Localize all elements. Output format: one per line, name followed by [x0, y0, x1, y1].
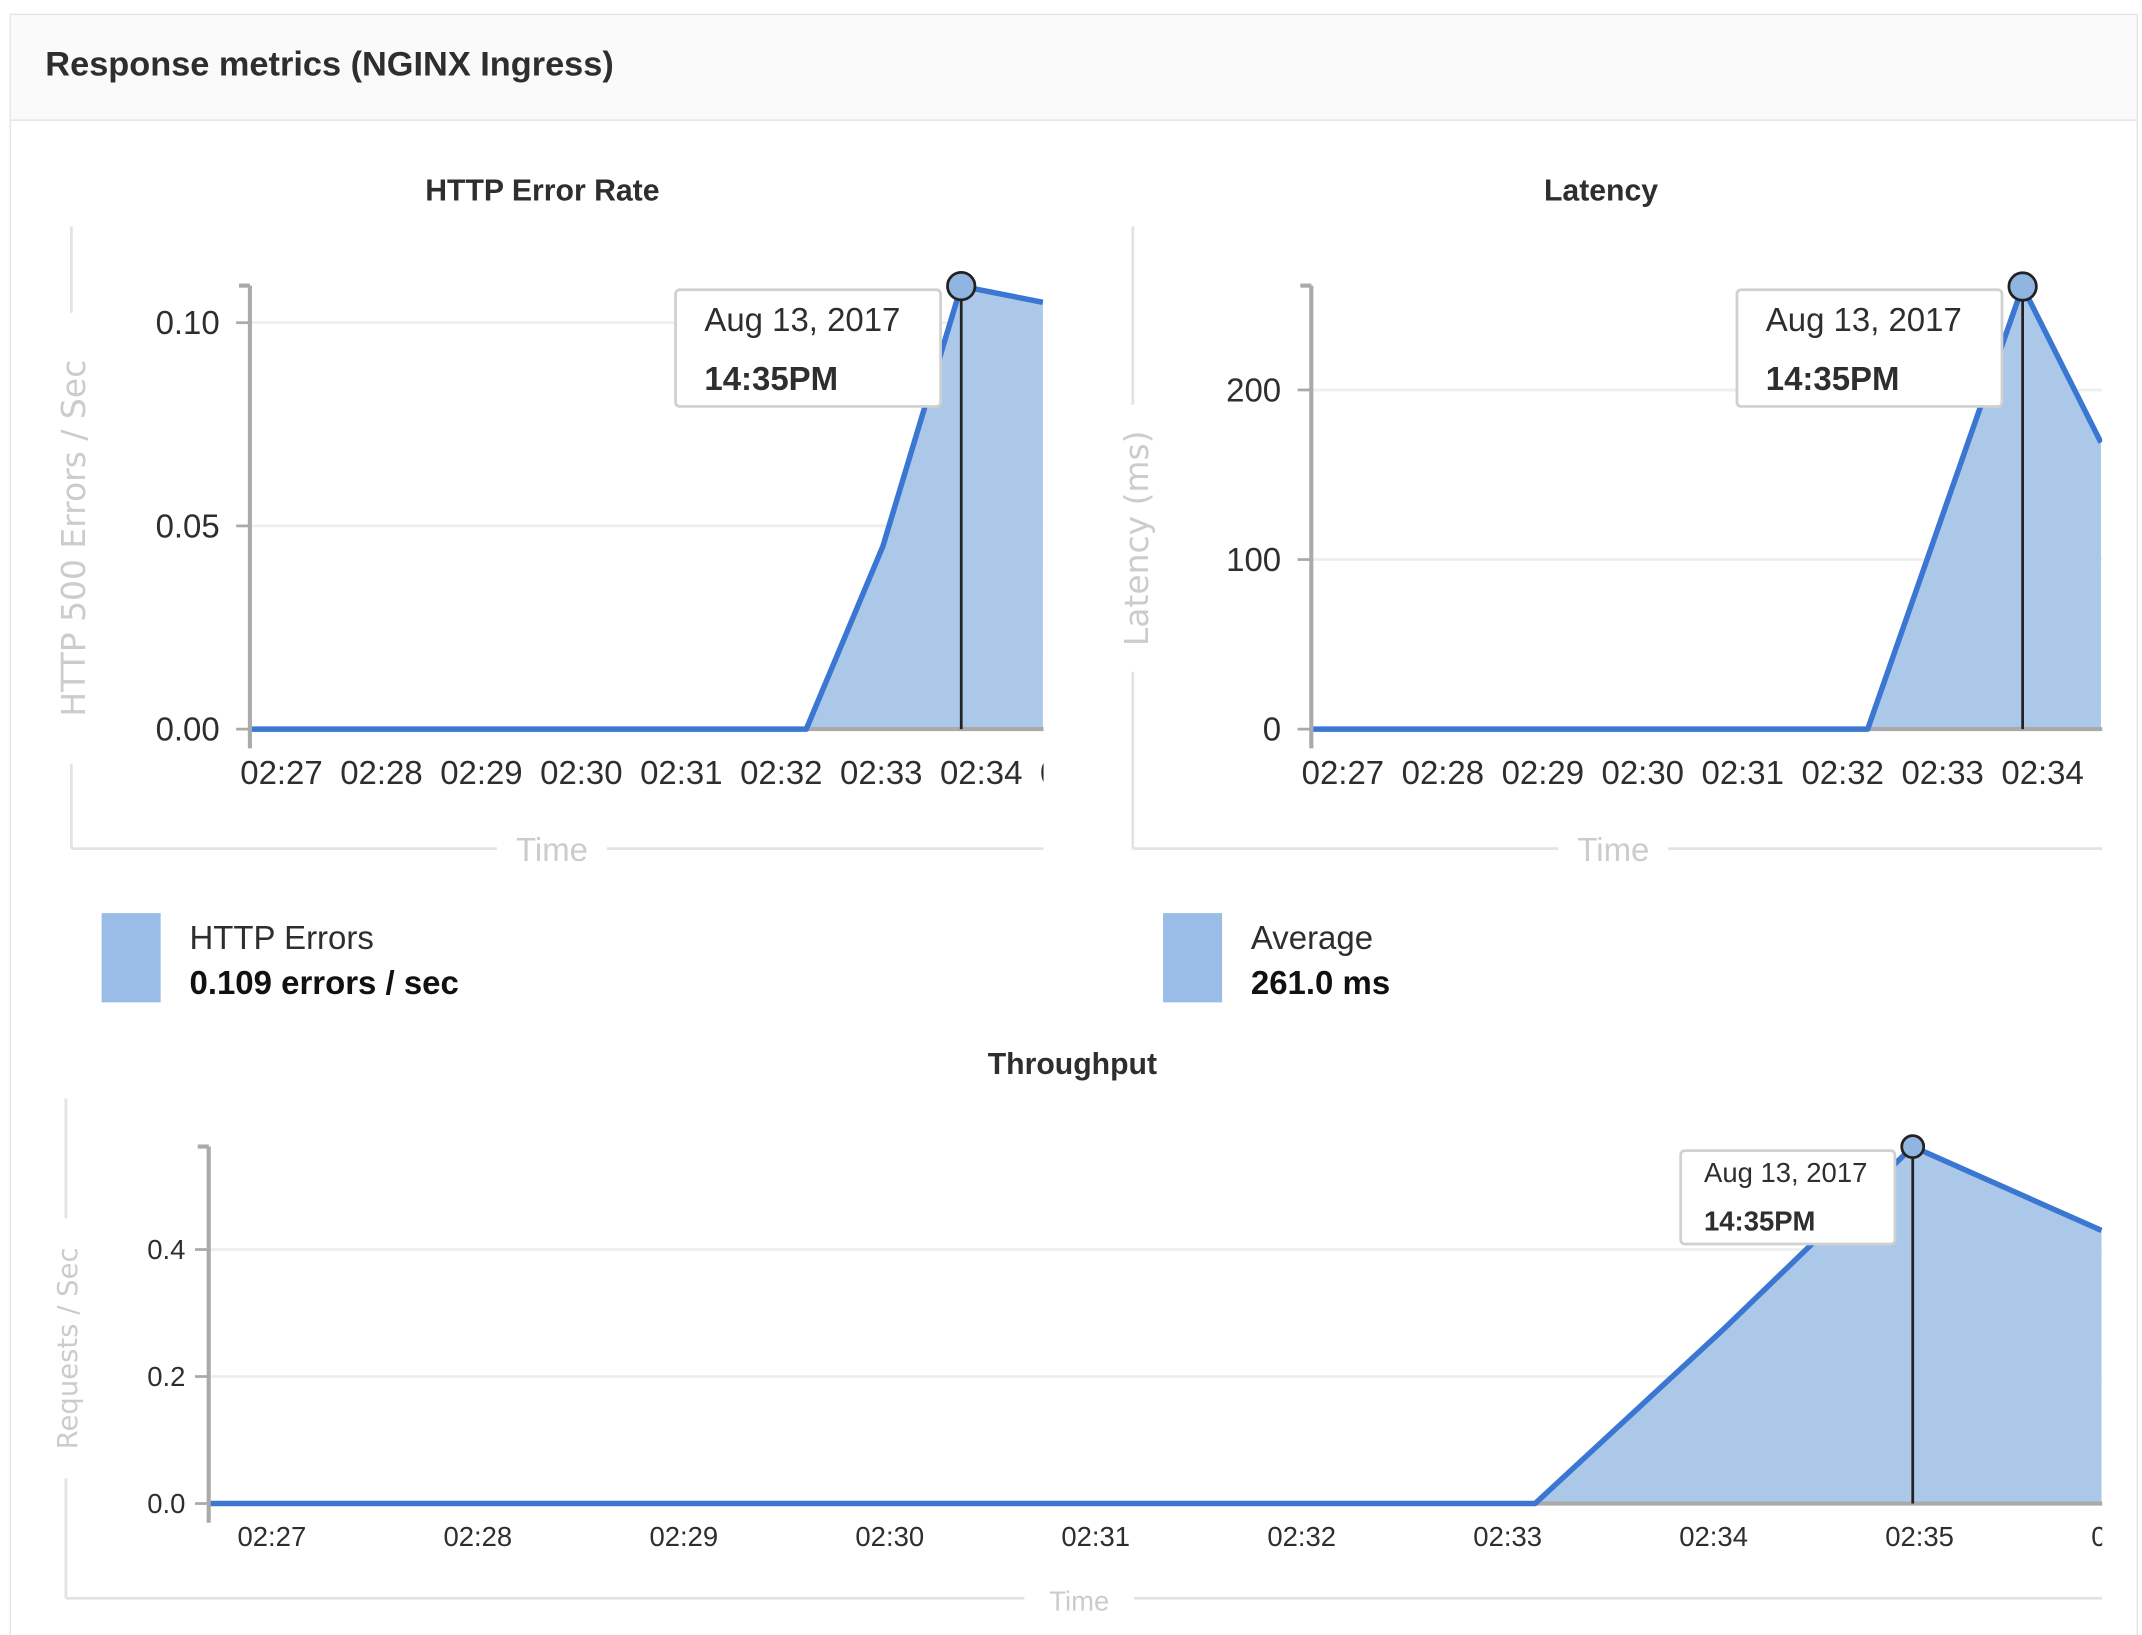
x-axis-title: Time: [1049, 1586, 1109, 1617]
x-tick-label: 02:35: [1885, 1521, 1954, 1552]
x-tick-label: 02:32: [1267, 1521, 1336, 1552]
legend-value: 0.109 errors / sec: [189, 965, 458, 1003]
chart-throughput: Throughput Time Requests / Sec 0.0 0.2 0.4 02:…: [53, 1048, 2142, 1617]
x-tick-label: 02:32: [1801, 754, 1883, 791]
y-tick-label: 0.05: [156, 507, 220, 544]
legend-swatch: [102, 913, 161, 1002]
tooltip-date: Aug 13, 2017: [1766, 301, 1962, 338]
x-tick-label: 02:33: [1473, 1521, 1542, 1552]
x-tick-label: 02:35: [2101, 754, 2142, 791]
x-tick-label: 02:29: [649, 1521, 718, 1552]
x-tick-label: 02:35: [1040, 754, 1122, 791]
y-tick-label: 0.4: [147, 1234, 185, 1265]
x-tick-label: 02:33: [840, 754, 922, 791]
x-tick-label: 02:30: [540, 754, 622, 791]
x-tick-label: 02:33: [1901, 754, 1983, 791]
x-tick-label: 02:31: [640, 754, 722, 791]
x-tick-label: 02:27: [238, 1521, 307, 1552]
x-tick-label: 02:34: [940, 754, 1022, 791]
x-axis-title: Time: [516, 831, 588, 868]
y-tick-label: 200: [1226, 371, 1281, 408]
x-axis-title: Time: [1577, 831, 1649, 868]
hover-marker: [2009, 273, 2036, 300]
x-tick-labels: 02:27 02:28 02:29 02:30 02:31 02:32 02:33 02:34…: [1302, 754, 2142, 791]
tooltip-time: 14:35PM: [1766, 360, 1900, 397]
x-tick-label: 02:34: [1679, 1521, 1748, 1552]
y-tick-label: 0.00: [156, 711, 220, 748]
tooltip-date: Aug 13, 2017: [704, 301, 900, 338]
tooltip: Aug 13, 2017 14:35PM: [1681, 1151, 1895, 1244]
y-axis-title: Latency (ms): [1117, 430, 1156, 646]
hover-marker: [947, 272, 974, 299]
x-tick-label: 02:30: [855, 1521, 924, 1552]
y-tick-label: 0.2: [147, 1361, 185, 1392]
tooltip: Aug 13, 2017 14:35PM: [676, 290, 941, 407]
x-tick-label: 02:36: [2091, 1521, 2142, 1552]
x-tick-label: 02:30: [1602, 754, 1684, 791]
x-tick-label: 02:28: [443, 1521, 512, 1552]
chart-latency: Latency Time Latency (ms) 0 100 200 02:27 02:28…: [1117, 174, 2142, 867]
y-axis-title: Requests / Sec: [53, 1247, 84, 1449]
x-tick-label: 02:29: [1502, 754, 1584, 791]
x-tick-label: 02:28: [1402, 754, 1484, 791]
x-tick-label: 02:28: [340, 754, 422, 791]
tooltip-time: 14:35PM: [1704, 1205, 1815, 1236]
legend-value: 261.0 ms: [1251, 965, 1390, 1003]
y-tick-label: 0: [1263, 711, 1281, 748]
chart-http-error-rate: HTTP Error Rate Time HTTP 500 Errors / Sec…: [54, 174, 1122, 867]
chart-title: HTTP Error Rate: [425, 174, 659, 207]
y-tick-label: 0.0: [147, 1488, 185, 1519]
hover-marker: [1902, 1136, 1924, 1158]
x-tick-label: 02:27: [240, 754, 322, 791]
y-tick-label: 100: [1226, 541, 1281, 578]
tooltip: Aug 13, 2017 14:35PM: [1737, 290, 2002, 407]
x-tick-label: 02:31: [1702, 754, 1784, 791]
x-tick-label: 02:27: [1302, 754, 1384, 791]
legend-swatch: [1163, 913, 1222, 1002]
tooltip-time: 14:35PM: [704, 360, 838, 397]
x-tick-label: 02:29: [440, 754, 522, 791]
x-tick-labels: 02:27 02:28 02:29 02:30 02:31 02:32 02:33 02:34…: [240, 754, 1122, 791]
legend-name: Average: [1251, 920, 1373, 958]
x-tick-labels: 02:27 02:28 02:29 02:30 02:31 02:32 02:33 02:34…: [238, 1521, 2142, 1552]
chart-title: Latency: [1544, 174, 1658, 207]
tooltip-date: Aug 13, 2017: [1704, 1157, 1867, 1188]
x-tick-label: 02:32: [740, 754, 822, 791]
chart-title: Throughput: [988, 1048, 1157, 1081]
x-tick-label: 02:31: [1061, 1521, 1130, 1552]
y-tick-label: 0.10: [156, 304, 220, 341]
legend-name: HTTP Errors: [189, 920, 373, 958]
x-tick-label: 02:34: [2001, 754, 2083, 791]
y-axis-title: HTTP 500 Errors / Sec: [54, 360, 93, 717]
